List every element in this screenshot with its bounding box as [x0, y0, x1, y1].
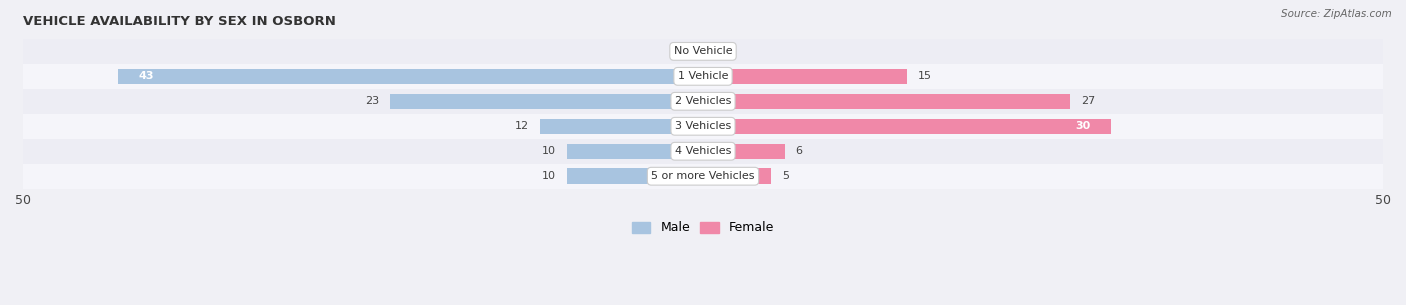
Text: 10: 10	[543, 146, 557, 156]
Bar	[22, 139, 1384, 164]
Text: No Vehicle: No Vehicle	[673, 46, 733, 56]
Text: 27: 27	[1081, 96, 1095, 106]
Text: 5 or more Vehicles: 5 or more Vehicles	[651, 171, 755, 181]
Bar	[540, 119, 703, 134]
Bar	[567, 168, 703, 184]
Text: 4 Vehicles: 4 Vehicles	[675, 146, 731, 156]
Bar	[567, 144, 703, 159]
Bar	[118, 69, 703, 84]
Bar	[22, 89, 1384, 114]
Text: 15: 15	[918, 71, 932, 81]
Text: 5: 5	[782, 171, 789, 181]
Legend: Male, Female: Male, Female	[627, 216, 779, 239]
Bar	[22, 164, 1384, 189]
Bar	[391, 94, 703, 109]
Text: 0: 0	[714, 46, 721, 56]
Text: 43: 43	[139, 71, 155, 81]
Bar	[703, 144, 785, 159]
Bar	[22, 114, 1384, 139]
Text: 2 Vehicles: 2 Vehicles	[675, 96, 731, 106]
Text: Source: ZipAtlas.com: Source: ZipAtlas.com	[1281, 9, 1392, 19]
Text: 12: 12	[515, 121, 529, 131]
Bar	[703, 119, 1111, 134]
Bar	[703, 168, 770, 184]
Text: 6: 6	[796, 146, 803, 156]
Bar	[703, 69, 907, 84]
Text: VEHICLE AVAILABILITY BY SEX IN OSBORN: VEHICLE AVAILABILITY BY SEX IN OSBORN	[22, 15, 336, 28]
Text: 30: 30	[1076, 121, 1091, 131]
Bar	[703, 94, 1070, 109]
Bar	[22, 39, 1384, 64]
Text: 1 Vehicle: 1 Vehicle	[678, 71, 728, 81]
Text: 3 Vehicles: 3 Vehicles	[675, 121, 731, 131]
Bar	[22, 64, 1384, 89]
Text: 10: 10	[543, 171, 557, 181]
Text: 0: 0	[685, 46, 692, 56]
Text: 23: 23	[366, 96, 380, 106]
